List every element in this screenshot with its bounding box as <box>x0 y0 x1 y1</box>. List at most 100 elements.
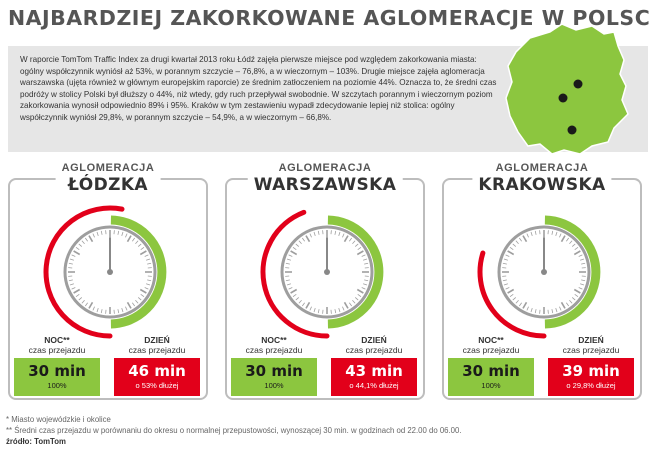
night-time-percent: 100% <box>47 381 67 390</box>
dial-tick <box>117 230 120 235</box>
night-time-value: 30 min <box>462 362 520 380</box>
stopwatch-icon <box>477 215 601 339</box>
dial-tick <box>96 231 99 236</box>
dial-tick <box>73 250 81 256</box>
dial-tick <box>117 309 120 314</box>
dial-tick <box>356 250 364 256</box>
dial-tick <box>286 283 291 286</box>
dial-tick <box>338 231 341 236</box>
dial-tick <box>69 258 74 261</box>
dial-tick <box>92 233 95 238</box>
day-time-value: 43 min <box>345 362 403 380</box>
dial-tick <box>357 246 362 250</box>
day-label: DZIEŃ czas przejazdu <box>345 335 403 355</box>
dial-tick <box>363 283 368 286</box>
dial-tick <box>551 309 554 314</box>
dial-tick <box>285 279 290 282</box>
dial-tick <box>309 233 312 238</box>
day-time-value: 39 min <box>562 362 620 380</box>
dial-tick <box>121 231 124 236</box>
dial-tick <box>509 246 514 250</box>
dial-tick <box>147 262 152 265</box>
dial-tick <box>309 306 312 311</box>
dial-tick <box>68 262 73 265</box>
footnote-1: * Miasto wojewódzkie i okolice <box>6 415 111 424</box>
dial-tick <box>334 230 337 235</box>
dial-tick <box>559 306 562 311</box>
dial-tick <box>580 283 585 286</box>
dial-tick <box>317 230 320 235</box>
card-header: AGLOMERACJA KRAKOWSKA <box>472 162 612 195</box>
dial-hub <box>107 269 113 275</box>
dial-tick <box>144 254 149 257</box>
map-dot-krakow <box>567 125 577 135</box>
dial-tick <box>578 287 583 290</box>
dial-tick <box>518 302 522 307</box>
dial-tick <box>502 262 507 265</box>
dial-tick <box>135 299 139 304</box>
day-time-box: 39 min o 29,8% dłużej <box>548 358 634 396</box>
dial-tick <box>132 237 136 242</box>
night-time-box: 30 min 100% <box>448 358 534 396</box>
dial-tick <box>363 258 368 261</box>
card-label: AGLOMERACJA <box>495 162 589 174</box>
dial-tick <box>100 230 103 235</box>
day-label: DZIEŃ czas przejazdu <box>128 335 186 355</box>
dial-tick <box>288 287 293 290</box>
dial-tick <box>334 309 337 314</box>
dial-tick <box>88 235 94 243</box>
dial-tick <box>574 294 579 298</box>
dial-tick <box>515 240 519 245</box>
dial-tick <box>555 308 558 313</box>
dial-tick <box>292 246 297 250</box>
dial-tick <box>566 302 570 307</box>
dial-tick <box>566 237 570 242</box>
dial-tick <box>342 306 345 311</box>
dial-tick <box>352 240 356 245</box>
map-dot-lodz <box>558 93 568 103</box>
day-time-percent: o 53% dłużej <box>135 381 179 390</box>
dial-tick <box>288 254 293 257</box>
dial-tick <box>75 246 80 250</box>
dial-tick <box>135 240 139 245</box>
dial-tick <box>578 254 583 257</box>
dial-tick <box>503 283 508 286</box>
dial-hub <box>324 269 330 275</box>
dial-tick <box>75 294 80 298</box>
dial-tick <box>84 237 88 242</box>
stopwatch-icon <box>260 209 384 339</box>
dial-tick <box>551 230 554 235</box>
dial-tick <box>132 302 136 307</box>
dial-tick <box>121 308 124 313</box>
dial-tick <box>292 294 297 298</box>
dial-tick <box>505 254 510 257</box>
footnote-2: ** Średni czas przejazdu w porównaniu do… <box>6 426 462 435</box>
dial-tick <box>301 302 305 307</box>
dial-tick <box>560 301 566 309</box>
card-city: WARSZAWSKA <box>253 175 397 195</box>
dial-tick <box>81 299 85 304</box>
dial-tick <box>502 279 507 282</box>
dial-tick <box>140 294 145 298</box>
dial-tick <box>349 302 353 307</box>
dial-tick <box>352 299 356 304</box>
dial-tick <box>503 258 508 261</box>
dial-tick <box>349 237 353 242</box>
dial-tick <box>354 297 359 301</box>
dial-tick <box>295 243 300 247</box>
card-label: AGLOMERACJA <box>61 162 155 174</box>
dial-tick <box>573 288 581 294</box>
dial-tick <box>364 262 369 265</box>
dial-tick <box>69 283 74 286</box>
dial-tick <box>512 243 517 247</box>
dial-tick <box>100 309 103 314</box>
dial-tick <box>581 262 586 265</box>
dial-tick <box>356 288 364 294</box>
dial-tick <box>569 299 573 304</box>
card-city: KRAKOWSKA <box>478 175 606 195</box>
day-time-value: 46 min <box>128 362 186 380</box>
card-label: AGLOMERACJA <box>278 162 372 174</box>
dial-tick <box>364 279 369 282</box>
dial-tick <box>518 237 522 242</box>
card-lodzka: AGLOMERACJA ŁÓDZKA NOC** czas przejazdu … <box>8 162 208 400</box>
